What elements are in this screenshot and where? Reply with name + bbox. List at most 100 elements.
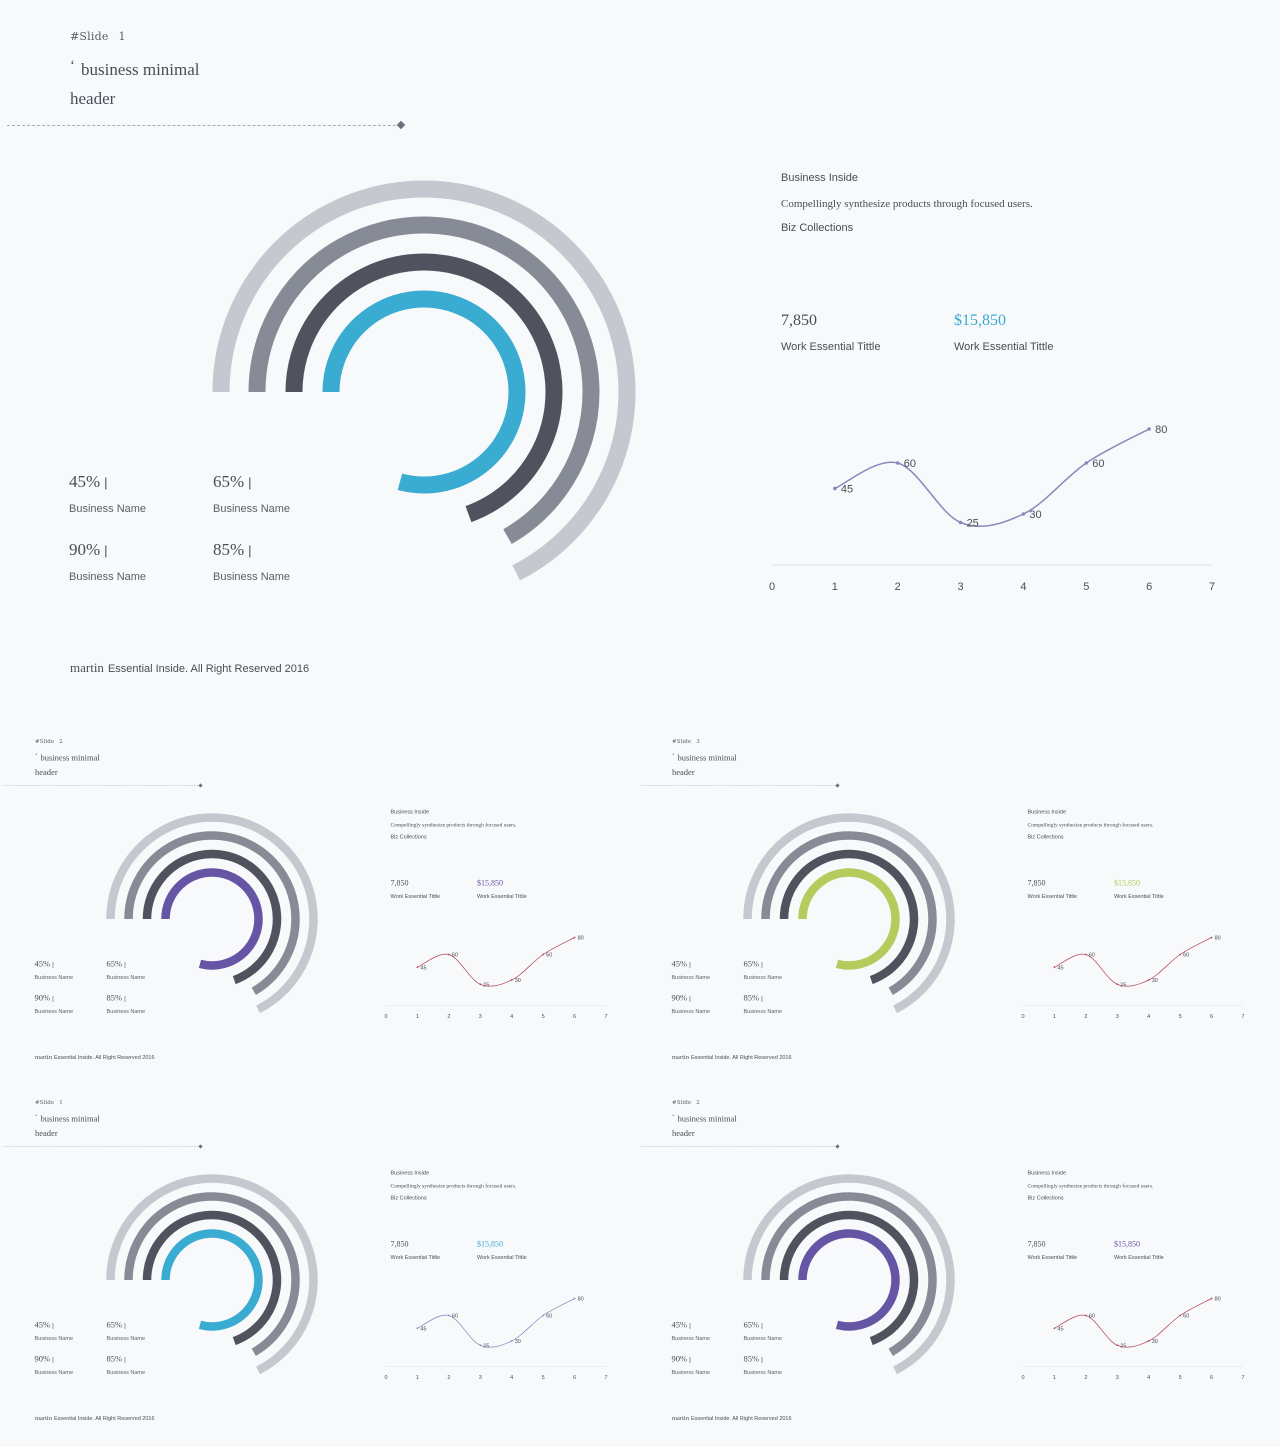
stat-item: 45% | Business Name <box>672 959 737 981</box>
ring-arc-2 <box>124 831 300 995</box>
data-label: 80 <box>578 1297 584 1303</box>
ring-arc-4 <box>322 290 526 494</box>
slide-label-text: #Slide <box>672 1099 692 1106</box>
data-label: 60 <box>1089 953 1095 959</box>
slide-label-text: #Slide <box>35 738 55 745</box>
kpi-label: Work Essential Tittle <box>1114 893 1164 900</box>
kpi-item: $15,850 Work Essential Tittle <box>477 879 527 900</box>
data-point <box>542 953 545 956</box>
ring-arc-4 <box>161 868 263 970</box>
data-point <box>1021 512 1026 516</box>
stat-label: Business Name <box>213 503 291 515</box>
kpi-value: 7,850 <box>1027 879 1046 888</box>
series-line <box>1054 937 1212 987</box>
slide-number: 2 <box>59 738 63 745</box>
slide-number-label: #Slide 1 <box>70 30 126 43</box>
stat-label: Business Name <box>213 571 291 583</box>
slide-number-label: #Slide 2 <box>672 1099 700 1106</box>
kpi-value-accent: $15,850 <box>954 312 1006 329</box>
data-label: 25 <box>967 518 979 530</box>
stat-bar: | <box>689 1355 691 1364</box>
slide-number-label: #Slide 2 <box>35 738 63 745</box>
stat-label: Business Name <box>671 1008 711 1015</box>
header-divider <box>3 1146 201 1147</box>
slide-number-label: #Slide 1 <box>35 1099 63 1106</box>
title-line-1: business minimal <box>40 1114 100 1124</box>
info-description: Compellingly synthesize products through… <box>390 822 517 828</box>
stat-item: 65% | Business Name <box>744 959 809 981</box>
ring-arc-1 <box>743 1174 955 1375</box>
data-label: 45 <box>420 965 426 971</box>
data-label: 30 <box>515 978 521 984</box>
data-label: 25 <box>1120 982 1126 988</box>
info-subtitle: Biz Collections <box>390 1195 427 1201</box>
data-label: 60 <box>452 953 458 959</box>
data-label: 80 <box>1155 424 1167 436</box>
data-point <box>447 1314 450 1317</box>
stat-bar: | <box>248 475 252 490</box>
kpi-label: Work Essential Tittle <box>390 893 441 900</box>
x-tick-label: 5 <box>1179 1014 1182 1020</box>
kpi-value: 7,850 <box>781 312 817 329</box>
x-tick-label: 2 <box>1084 1375 1087 1381</box>
ring-arc-3 <box>779 849 919 985</box>
stat-item: 45% | Business Name <box>35 1320 100 1342</box>
header-divider <box>640 1146 838 1147</box>
data-point <box>1210 936 1213 939</box>
page-title: ‘ business minimal header <box>70 52 330 113</box>
stat-value: 45% <box>69 472 101 491</box>
info-title: Business Inside <box>390 1170 430 1176</box>
x-tick-label: 7 <box>604 1014 607 1020</box>
slide-number: 2 <box>696 1099 700 1106</box>
x-tick-label: 0 <box>384 1014 387 1020</box>
x-tick-label: 1 <box>416 1375 419 1381</box>
stat-item: 85% | Business Name <box>744 993 809 1015</box>
x-tick-label: 6 <box>1146 581 1152 593</box>
kpi-item: 7,850 Work Essential Tittle <box>1028 1240 1078 1261</box>
data-point <box>1210 1297 1213 1300</box>
kpi-value-accent: $15,850 <box>1114 879 1140 888</box>
kpi-item: $15,850 Work Essential Tittle <box>477 1240 527 1261</box>
x-tick-label: 7 <box>1209 581 1215 593</box>
data-label: 80 <box>1215 936 1221 942</box>
data-point <box>1147 979 1150 981</box>
x-tick-label: 4 <box>510 1014 513 1020</box>
data-point <box>510 979 513 981</box>
footer-brand: martin <box>672 1053 689 1061</box>
kpi-item: 7,850 Work Essential Tittle <box>391 1240 441 1261</box>
series-line <box>417 937 575 987</box>
stat-label: Business Name <box>106 974 146 981</box>
x-tick-label: 0 <box>384 1375 387 1381</box>
ring-arc-2 <box>248 216 600 544</box>
quote-mark: ‘ <box>672 1113 675 1121</box>
data-label: 25 <box>1120 1343 1126 1349</box>
slide-label-text: #Slide <box>70 30 109 43</box>
title-line-2: header <box>672 767 695 778</box>
kpi-value: 7,850 <box>390 1240 409 1249</box>
stat-bar: | <box>52 1321 54 1330</box>
x-tick-label: 6 <box>1210 1375 1213 1381</box>
stat-bar: | <box>248 543 252 558</box>
slide-label-text: #Slide <box>672 738 692 745</box>
data-point <box>1053 966 1056 969</box>
slide-inner: #Slide 1 ‘business minimal header 45% | Busi… <box>0 1084 640 1444</box>
x-tick-label: 1 <box>832 581 838 593</box>
x-tick-label: 7 <box>1241 1375 1244 1381</box>
data-point <box>1116 1344 1119 1347</box>
footer-brand: martin <box>70 660 104 675</box>
kpi-label: Work Essential Tittle <box>477 1254 527 1261</box>
ring-arc-4 <box>798 1229 900 1331</box>
kpi-value-accent: $15,850 <box>1114 1240 1140 1249</box>
ring-arc-3 <box>142 1210 282 1346</box>
info-description: Compellingly synthesize products through… <box>1027 822 1154 828</box>
quote-mark: ‘ <box>35 1113 38 1121</box>
stat-label: Business Name <box>34 974 74 981</box>
x-tick-label: 2 <box>895 581 901 593</box>
slide-inner: #Slide 1 ‘business minimal header 45% | Busi… <box>0 0 1280 720</box>
stat-label: Business Name <box>743 1008 783 1015</box>
title-line-2: header <box>35 767 58 778</box>
footer-text: Essential Inside. All Right Reserved 201… <box>53 1054 155 1061</box>
data-point <box>416 966 419 969</box>
stat-label: Business Name <box>106 1369 146 1376</box>
